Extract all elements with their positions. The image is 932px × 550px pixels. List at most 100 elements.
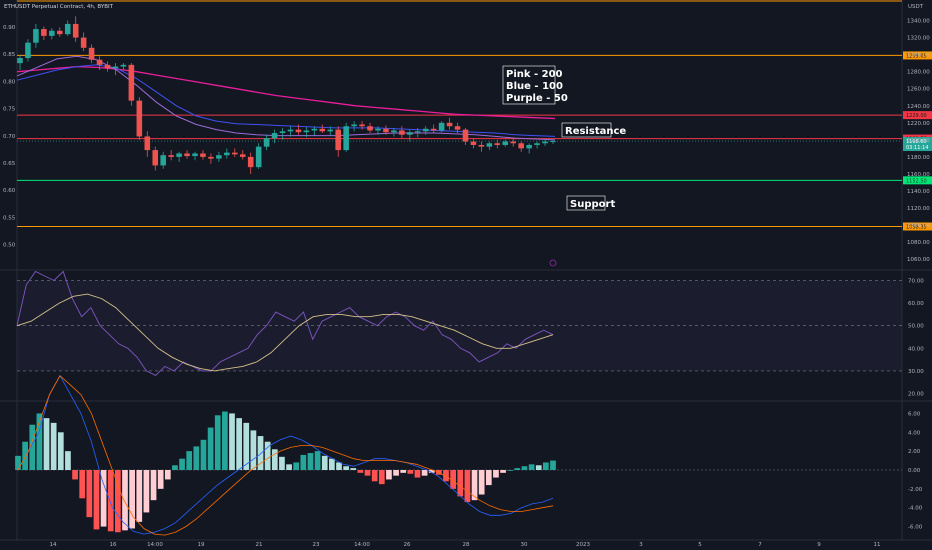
candle-body[interactable] xyxy=(478,144,485,147)
candle-body[interactable] xyxy=(128,64,135,101)
macd-histogram-bar[interactable] xyxy=(22,441,28,470)
macd-histogram-bar[interactable] xyxy=(229,413,235,470)
macd-histogram-bar[interactable] xyxy=(193,446,200,470)
macd-histogram-bar[interactable] xyxy=(79,470,86,499)
macd-histogram-bar[interactable] xyxy=(471,470,478,501)
candle-body[interactable] xyxy=(542,141,548,144)
macd-histogram-bar[interactable] xyxy=(464,470,471,503)
macd-histogram-bar[interactable] xyxy=(172,465,178,470)
macd-histogram-bar[interactable] xyxy=(222,411,228,470)
macd-histogram-bar[interactable] xyxy=(535,465,542,470)
macd-histogram-bar[interactable] xyxy=(50,422,57,470)
macd-histogram-bar[interactable] xyxy=(86,470,93,518)
macd-pane[interactable]: 6.00 4.00 2.00 0.00 -2.00 -4.00 -6.00 xyxy=(15,374,923,536)
macd-histogram-bar[interactable] xyxy=(200,439,207,470)
macd-histogram-bar[interactable] xyxy=(100,470,107,527)
candle-body[interactable] xyxy=(414,131,421,133)
macd-histogram-bar[interactable] xyxy=(29,424,36,470)
candle-body[interactable] xyxy=(192,153,198,157)
price-axis[interactable]: 1340.00 1320.00 1300.00 1280.00 1260.00 1240.… xyxy=(907,19,930,264)
candle-body[interactable] xyxy=(446,122,453,127)
macd-histogram-bar[interactable] xyxy=(150,470,157,501)
macd-histogram-bar[interactable] xyxy=(364,470,371,476)
macd-histogram-bar[interactable] xyxy=(122,470,128,531)
candle-body[interactable] xyxy=(112,66,119,69)
candle-body[interactable] xyxy=(168,155,174,157)
candle-body[interactable] xyxy=(462,129,469,142)
macd-histogram-bar[interactable] xyxy=(93,470,100,530)
signal-line[interactable] xyxy=(17,375,554,536)
candle-body[interactable] xyxy=(359,124,365,127)
macd-histogram-bar[interactable] xyxy=(407,470,414,474)
candle-body[interactable] xyxy=(295,129,302,133)
macd-histogram-bar[interactable] xyxy=(264,441,271,470)
macd-histogram-bar[interactable] xyxy=(357,470,364,473)
macd-histogram-bar[interactable] xyxy=(15,455,21,470)
macd-histogram-bar[interactable] xyxy=(243,422,250,470)
macd-histogram-bar[interactable] xyxy=(336,462,342,470)
macd-histogram-bar[interactable] xyxy=(386,470,392,480)
candle-body[interactable] xyxy=(486,143,493,147)
candle-body[interactable] xyxy=(216,155,222,159)
left-axis[interactable]: 0.90 0.85 0.80 0.75 0.70 0.65 0.60 0.55 0.50 xyxy=(3,25,16,249)
macd-histogram-bar[interactable] xyxy=(307,453,314,470)
macd-histogram-bar[interactable] xyxy=(378,470,385,485)
candle-body[interactable] xyxy=(502,141,509,145)
macd-histogram-bar[interactable] xyxy=(57,432,64,470)
candle-body[interactable] xyxy=(510,141,517,144)
macd-histogram-bar[interactable] xyxy=(500,470,506,473)
rsi-pane[interactable]: 70.00 60.00 50.00 40.00 30.00 20.00 xyxy=(16,270,924,398)
candle-body[interactable] xyxy=(144,136,151,151)
ma-legend-box[interactable]: Pink - 200 Blue - 100 Purple - 50 xyxy=(502,65,568,105)
candle-body[interactable] xyxy=(327,129,334,132)
horizontal-levels[interactable]: 1299.051229.001201.501152.501098.351198.… xyxy=(17,0,932,231)
macd-histogram-bar[interactable] xyxy=(450,470,456,489)
candle-body[interactable] xyxy=(247,156,254,168)
indicator-marker[interactable] xyxy=(549,259,557,267)
candle-body[interactable] xyxy=(56,30,63,35)
macd-histogram-bar[interactable] xyxy=(371,470,378,482)
candle-body[interactable] xyxy=(391,130,397,133)
resistance-annotation[interactable]: Resistance xyxy=(561,122,626,138)
macd-histogram-bar[interactable] xyxy=(72,470,78,480)
macd-histogram-bar[interactable] xyxy=(314,451,321,470)
macd-histogram-bar[interactable] xyxy=(443,470,449,482)
macd-histogram-bar[interactable] xyxy=(300,454,307,470)
candle-body[interactable] xyxy=(17,58,23,64)
candle-body[interactable] xyxy=(176,153,182,157)
candle-body[interactable] xyxy=(232,152,238,155)
candle-body[interactable] xyxy=(422,128,429,132)
candle-body[interactable] xyxy=(438,122,445,131)
candle-body[interactable] xyxy=(64,23,71,35)
macd-histogram-bar[interactable] xyxy=(115,470,121,533)
candle-body[interactable] xyxy=(72,23,79,38)
candle-body[interactable] xyxy=(303,130,310,133)
macd-histogram-bar[interactable] xyxy=(164,470,171,480)
macd-histogram-bar[interactable] xyxy=(421,470,428,476)
macd-histogram-bar[interactable] xyxy=(550,460,556,470)
candle-body[interactable] xyxy=(160,155,166,166)
candle-body[interactable] xyxy=(279,131,286,134)
macd-histogram-bar[interactable] xyxy=(157,470,164,489)
rsi-ma-line[interactable] xyxy=(16,293,554,372)
macd-histogram-bar[interactable] xyxy=(214,415,221,470)
time-axis[interactable]: 14 16 14:00 19 21 23 14:00 26 28 30 2023 3 5 7 9 11 xyxy=(50,542,881,548)
candle-body[interactable] xyxy=(430,128,437,131)
candle-body[interactable] xyxy=(33,29,39,43)
candle-body[interactable] xyxy=(494,143,501,145)
candle-body[interactable] xyxy=(407,132,413,135)
candle-body[interactable] xyxy=(200,153,206,157)
macd-histogram-bar[interactable] xyxy=(521,466,528,470)
candle-body[interactable] xyxy=(239,154,246,157)
macd-histogram-bar[interactable] xyxy=(514,468,521,470)
macd-histogram-bar[interactable] xyxy=(543,462,549,470)
macd-histogram-bar[interactable] xyxy=(478,470,485,495)
candle-body[interactable] xyxy=(136,100,143,137)
macd-histogram-bar[interactable] xyxy=(400,470,407,473)
candle-body[interactable] xyxy=(271,133,278,139)
macd-line[interactable] xyxy=(17,374,554,535)
candle-body[interactable] xyxy=(96,59,103,65)
macd-histogram-bar[interactable] xyxy=(179,458,185,470)
macd-histogram-bar[interactable] xyxy=(457,470,464,497)
candle-body[interactable] xyxy=(550,141,556,143)
